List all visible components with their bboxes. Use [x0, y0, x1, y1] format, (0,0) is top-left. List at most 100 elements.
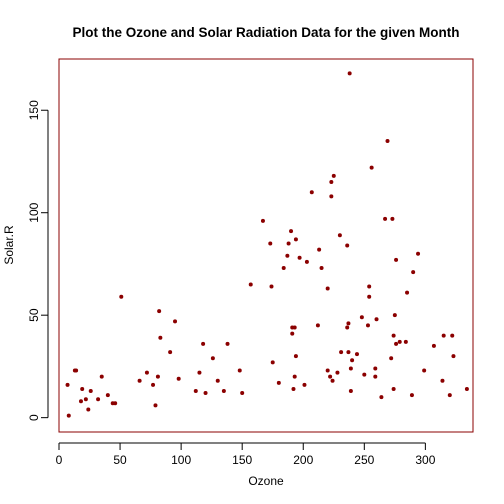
data-point: [240, 391, 245, 396]
data-point: [390, 216, 395, 221]
data-point: [297, 255, 302, 260]
data-point: [315, 323, 320, 328]
data-point: [369, 165, 374, 170]
data-point: [345, 325, 350, 330]
y-tick-label: 0: [27, 414, 41, 421]
chart-title: Plot the Ozone and Solar Radiation Data …: [72, 25, 459, 40]
data-point: [365, 323, 370, 328]
data-point: [137, 378, 142, 383]
data-point: [385, 138, 390, 143]
data-point: [197, 370, 202, 375]
data-point: [411, 270, 416, 275]
data-point: [292, 374, 297, 379]
data-point: [329, 179, 334, 184]
data-point: [66, 413, 71, 418]
data-point: [451, 354, 456, 359]
data-point: [392, 313, 397, 318]
data-point: [144, 370, 149, 375]
data-point: [319, 266, 324, 271]
data-point: [260, 218, 265, 223]
data-point: [309, 190, 314, 195]
data-point: [347, 71, 352, 76]
data-point: [248, 282, 253, 287]
data-point: [394, 341, 399, 346]
data-point: [302, 382, 307, 387]
data-point: [345, 243, 350, 248]
plot-box: [58, 58, 474, 433]
data-point: [153, 403, 158, 408]
data-point: [373, 374, 378, 379]
data-point: [176, 376, 181, 381]
data-point: [339, 350, 344, 355]
x-tick-label: 100: [171, 453, 191, 467]
data-point: [113, 401, 118, 406]
data-point: [391, 333, 396, 338]
data-point: [293, 354, 298, 359]
data-point: [80, 386, 85, 391]
data-point: [362, 372, 367, 377]
data-point: [409, 393, 414, 398]
data-point: [88, 389, 93, 394]
x-tick-label: 250: [354, 453, 374, 467]
data-point: [173, 319, 178, 324]
data-point: [403, 339, 408, 344]
x-tick-label: 300: [415, 453, 435, 467]
data-point: [304, 259, 309, 264]
data-point: [354, 352, 359, 357]
data-point: [157, 309, 162, 314]
data-point: [270, 360, 275, 365]
data-point: [450, 333, 455, 338]
data-point: [464, 386, 469, 391]
data-point: [389, 356, 394, 361]
data-point: [379, 395, 384, 400]
data-point: [215, 378, 220, 383]
data-point: [285, 253, 290, 258]
data-point: [151, 382, 156, 387]
data-point: [348, 389, 353, 394]
data-point: [83, 397, 88, 402]
data-point: [291, 386, 296, 391]
data-point: [431, 343, 436, 348]
data-point: [325, 286, 330, 291]
data-point: [383, 216, 388, 221]
x-tick-label: 0: [56, 453, 63, 467]
data-point: [391, 386, 396, 391]
data-point: [290, 331, 295, 336]
data-point: [359, 315, 364, 320]
data-point: [105, 393, 110, 398]
data-points: [65, 71, 469, 418]
data-point: [225, 341, 230, 346]
data-point: [440, 378, 445, 383]
data-point: [276, 380, 281, 385]
data-point: [119, 294, 124, 299]
data-point: [346, 350, 351, 355]
data-point: [373, 366, 378, 371]
y-axis-label: Solar.R: [2, 225, 16, 265]
data-point: [397, 339, 402, 344]
data-point: [394, 257, 399, 262]
data-point: [168, 350, 173, 355]
y-tick-label: 150: [27, 100, 41, 120]
data-point: [350, 358, 355, 363]
data-point: [335, 370, 340, 375]
y-tick-label: 100: [27, 202, 41, 222]
x-tick-label: 50: [113, 453, 127, 467]
data-point: [155, 374, 160, 379]
data-point: [96, 397, 101, 402]
data-point: [422, 368, 427, 373]
x-tick-label: 150: [232, 453, 252, 467]
data-point: [221, 389, 226, 394]
x-axis: 0 50 100 150 200 250 300: [56, 442, 436, 467]
data-point: [441, 333, 446, 338]
data-point: [374, 317, 379, 322]
data-point: [367, 284, 372, 289]
data-point: [329, 194, 334, 199]
data-point: [346, 321, 351, 326]
data-point: [203, 391, 208, 396]
data-point: [158, 335, 163, 340]
data-point: [210, 356, 215, 361]
data-point: [65, 382, 70, 387]
data-point: [405, 290, 410, 295]
y-axis: 0 50 100 150: [27, 100, 49, 421]
